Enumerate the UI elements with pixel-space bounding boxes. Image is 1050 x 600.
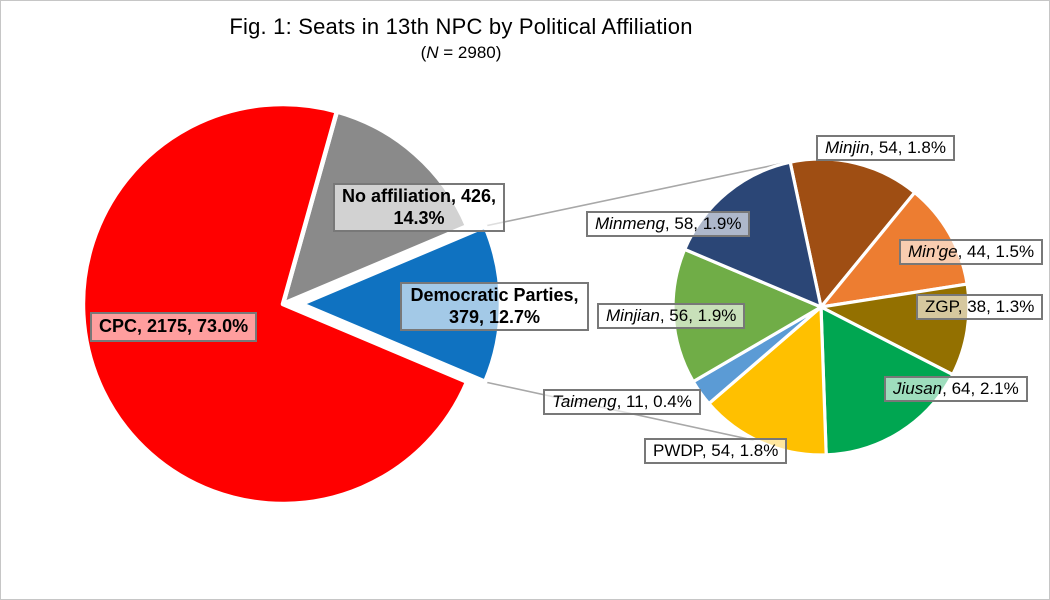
no-affiliation-label-line1: No affiliation, 426,	[341, 186, 497, 206]
title-block: Fig. 1: Seats in 13th NPC by Political A…	[1, 14, 921, 63]
jiusan-slice-label: Jiusan, 64, 2.1%	[884, 376, 1028, 403]
minge-slice-label: Min'ge, 44, 1.5%	[899, 239, 1044, 266]
chart-subtitle: (N = 2980)	[1, 43, 921, 63]
minjin-slice-label: Minjin, 54, 1.8%	[816, 135, 955, 162]
minjin-name: Minjin	[825, 138, 870, 157]
jiusan-detail: , 64, 2.1%	[942, 379, 1019, 398]
minjian-slice-label: Minjian, 56, 1.9%	[597, 303, 746, 330]
pwdp-name: PWDP	[653, 441, 702, 460]
no-affiliation-slice-label: No affiliation, 426, 14.3%	[333, 183, 505, 233]
connector-line-top	[484, 162, 785, 227]
minjian-name: Minjian	[606, 306, 660, 325]
pwdp-slice-label: PWDP, 54, 1.8%	[644, 438, 788, 465]
jiusan-name: Jiusan	[893, 379, 943, 398]
no-affiliation-label-line2: 14.3%	[393, 207, 445, 228]
secondary-pie-slice-minmeng	[683, 160, 823, 309]
secondary-pie-slice-minjin	[788, 157, 917, 309]
democratic-parties-slice-label: Democratic Parties, 379, 12.7%	[400, 282, 589, 332]
subtitle-value: = 2980)	[438, 43, 502, 62]
minge-detail: , 44, 1.5%	[957, 242, 1035, 261]
zgp-detail: , 38, 1.3%	[957, 297, 1035, 316]
democratic-label-line2: 379, 12.7%	[448, 306, 541, 327]
secondary-pie-slice-min-ge	[819, 190, 969, 309]
subtitle-n-symbol: N	[426, 43, 439, 62]
chart-title: Fig. 1: Seats in 13th NPC by Political A…	[229, 14, 693, 39]
minge-name: Min'ge	[908, 242, 958, 261]
pwdp-detail: , 54, 1.8%	[701, 441, 779, 460]
minmeng-slice-label: Minmeng, 58, 1.9%	[586, 211, 751, 238]
taimeng-detail: , 11, 0.4%	[616, 392, 692, 411]
taimeng-slice-label: Taimeng, 11, 0.4%	[543, 389, 701, 416]
minjin-detail: , 54, 1.8%	[869, 138, 946, 157]
subtitle-open-paren: (	[420, 43, 427, 62]
minmeng-name: Minmeng	[595, 214, 665, 233]
main-pie-slice-cpc	[80, 101, 470, 507]
minjian-detail: , 56, 1.9%	[659, 306, 737, 325]
democratic-label-line1: Democratic Parties,	[410, 285, 579, 305]
zgp-name: ZGP	[925, 297, 958, 316]
cpc-slice-label: CPC, 2175, 73.0%	[90, 312, 258, 342]
cpc-label-text: CPC, 2175, 73.0%	[99, 316, 249, 336]
minmeng-detail: , 58, 1.9%	[664, 214, 742, 233]
taimeng-name: Taimeng	[552, 392, 617, 411]
zgp-slice-label: ZGP, 38, 1.3%	[916, 294, 1044, 321]
